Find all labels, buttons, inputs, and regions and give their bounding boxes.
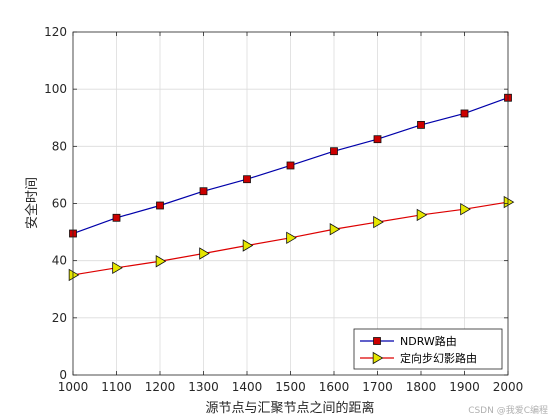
legend-item: NDRW路由 (360, 334, 457, 348)
y-tick-label: 120 (44, 25, 67, 39)
data-point (68, 268, 80, 282)
y-tick-label: 0 (59, 368, 67, 382)
legend-label: NDRW路由 (400, 334, 457, 348)
x-tick-label: 1200 (145, 380, 176, 394)
data-point (329, 223, 341, 236)
legend-box (353, 328, 503, 370)
y-tick-label: 40 (52, 254, 67, 268)
data-point (155, 255, 167, 268)
legend-label: 定向步幻影路由 (400, 351, 477, 365)
data-point (286, 231, 297, 244)
x-tick-label: 1100 (101, 380, 132, 394)
data-point (373, 215, 384, 229)
data-point (112, 213, 121, 222)
x-tick-label: 1900 (449, 380, 480, 394)
watermark: CSDN @我爱C编程 (468, 406, 548, 416)
data-point (286, 161, 295, 170)
x-tick-label: 1500 (275, 380, 306, 394)
y-tick-label: 60 (52, 197, 67, 211)
data-point (243, 175, 251, 184)
data-point (373, 135, 382, 144)
x-tick-label: 1400 (232, 380, 263, 394)
x-tick-label: 1800 (406, 380, 437, 394)
x-tick-label: 1000 (58, 380, 89, 394)
ticks: 1000 1100 1200 1300 1400 1500 1600 1700 1800 1900… (44, 25, 523, 394)
x-tick-label: 1600 (319, 380, 350, 394)
data-point (242, 239, 254, 252)
data-point (503, 195, 515, 209)
x-tick-label: 1300 (188, 380, 219, 394)
data-point (199, 187, 208, 196)
data-point (199, 247, 210, 260)
data-point (460, 109, 469, 118)
data-point (112, 261, 123, 275)
legend-swatch-marker (372, 351, 384, 365)
y-tick-label: 80 (52, 139, 67, 153)
data-point (330, 147, 338, 156)
series-2 (68, 195, 515, 282)
data-point (416, 208, 428, 222)
x-axis-label: 源节点与汇聚节点之间的距离 (205, 400, 374, 416)
data-point (156, 201, 164, 210)
data-point (460, 203, 471, 216)
y-tick-label: 100 (44, 82, 67, 96)
y-axis-label: 安全时间 (24, 177, 40, 229)
data-point (417, 120, 425, 129)
legend-item: 定向步幻影路由 (360, 351, 477, 365)
x-tick-label: 1700 (362, 380, 393, 394)
legend-swatch-marker (373, 337, 381, 345)
x-tick-label: 2000 (493, 380, 524, 394)
y-tick-label: 20 (52, 311, 67, 325)
